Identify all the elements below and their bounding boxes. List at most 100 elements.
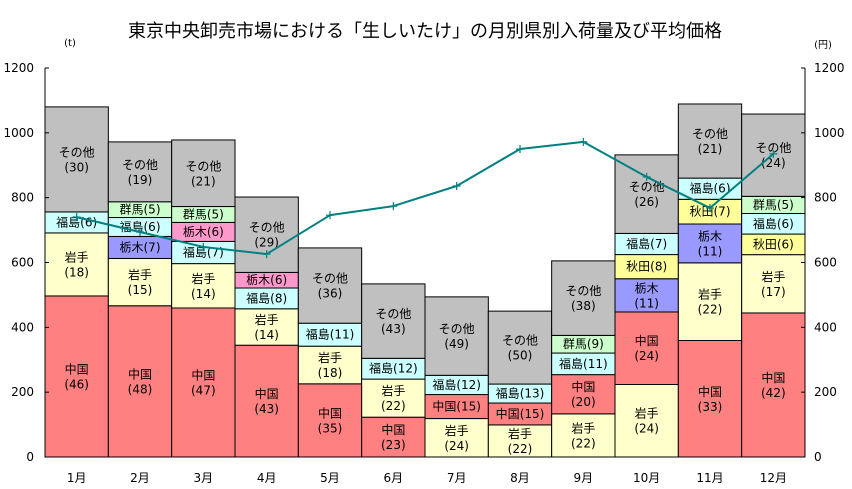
segment-label-name: 岩手 <box>191 271 215 286</box>
price-marker <box>262 250 271 259</box>
left-axis-unit: (t) <box>64 38 76 49</box>
segment-label-pct: (6) <box>207 225 224 239</box>
segment-label-pct: (21) <box>698 142 723 156</box>
segment-label-name: その他 <box>439 322 475 336</box>
segment-label: 中国(15) <box>432 399 481 414</box>
segment-label-name: 岩手 <box>318 350 342 365</box>
segment-label-pct: (14) <box>254 328 279 342</box>
segment-label-pct: (50) <box>508 349 533 363</box>
segment-label-name: 中国 <box>635 333 659 348</box>
segment-label-name: その他 <box>375 307 411 321</box>
segment-label-name: 福島 <box>432 377 456 392</box>
bar-segment <box>614 278 679 313</box>
right-y-tick-label: 600 <box>814 256 837 270</box>
segment-label-name: 岩手 <box>761 269 785 284</box>
segment-label-pct: (6) <box>714 182 731 196</box>
price-marker <box>452 181 461 190</box>
x-tick-label: 11月 <box>696 471 723 485</box>
segment-label-pct: (6) <box>270 273 287 287</box>
segment-label-name: その他 <box>755 141 791 155</box>
segment-label: 秋田(7) <box>689 205 730 219</box>
price-marker <box>769 149 778 158</box>
segment-label-name: その他 <box>692 127 728 141</box>
price-marker <box>642 172 651 181</box>
bar-segment <box>677 223 743 264</box>
right-y-tick-label: 800 <box>814 191 837 205</box>
segment-label-pct: (11) <box>583 357 608 371</box>
segment-label-name: 中国 <box>761 370 785 385</box>
segment-label-name: 栃木 <box>183 225 207 239</box>
price-marker <box>72 213 81 222</box>
segment-label: 福島(6) <box>119 219 160 234</box>
x-tick-label: 10月 <box>633 471 660 485</box>
segment-label-pct: (6) <box>777 217 794 231</box>
segment-label-pct: (12) <box>393 362 418 376</box>
segment-label-name: その他 <box>565 284 601 298</box>
segment-label: 福島(8) <box>246 290 287 305</box>
segment-label-pct: (6) <box>144 220 161 234</box>
x-tick-label: 3月 <box>194 471 214 485</box>
segment-label: 秋田(6) <box>753 237 794 251</box>
segment-label-pct: (46) <box>64 377 89 391</box>
chart-title: 東京中央卸売市場における「生しいたけ」の月別県別入荷量及び平均価格 <box>128 21 722 42</box>
segment-label-name: その他 <box>312 272 348 286</box>
segment-label-pct: (22) <box>508 442 533 456</box>
segment-label: 群馬(5) <box>753 198 794 212</box>
segment-label-name: 福島 <box>306 327 330 342</box>
segment-label-pct: (26) <box>634 195 659 209</box>
x-tick-label: 6月 <box>384 471 404 485</box>
bar-segment <box>297 383 363 458</box>
segment-label-pct: (11) <box>634 296 659 310</box>
segment-label: 群馬(5) <box>183 207 224 221</box>
left-y-tick-label: 400 <box>11 320 34 334</box>
segment-label-pct: (24) <box>444 439 469 453</box>
bar-segment <box>361 378 426 418</box>
segment-label-name: 岩手 <box>255 312 279 327</box>
segment-label-pct: (7) <box>144 240 161 254</box>
left-y-tick-label: 800 <box>11 191 34 205</box>
x-tick-label: 4月 <box>257 471 277 485</box>
segment-label-pct: (30) <box>64 160 89 174</box>
axes-group: 0 200 400 600 800 1000 1200 0 200 400 600 800 1000 12… <box>3 61 844 464</box>
segment-label: 栃木(7) <box>119 240 160 254</box>
segment-label-name: 福島 <box>183 245 207 260</box>
segment-label-pct: (12) <box>456 378 481 392</box>
right-y-tick-label: 200 <box>814 385 837 399</box>
segment-label-pct: (23) <box>381 438 406 452</box>
segment-label-pct: (43) <box>381 322 406 336</box>
segment-label-pct: (38) <box>571 299 596 313</box>
segment-label: 福島(6) <box>753 216 794 231</box>
segment-label-pct: (7) <box>714 205 731 219</box>
segment-label-name: 岩手 <box>128 267 152 282</box>
segment-label-name: 岩手 <box>508 426 532 441</box>
price-marker <box>389 202 398 211</box>
segment-label-pct: (24) <box>634 422 659 436</box>
segment-label: 栃木(6) <box>183 225 224 239</box>
segment-label-pct: (22) <box>381 399 406 413</box>
segment-label-pct: (35) <box>318 421 343 435</box>
segment-label: 福島(6) <box>689 181 730 196</box>
x-tick-label: 8月 <box>510 471 530 485</box>
price-line-group <box>72 137 778 259</box>
bar-segment <box>741 254 806 314</box>
segment-label-pct: (48) <box>128 382 153 396</box>
segment-label-pct: (14) <box>191 287 216 301</box>
segment-label-name: その他 <box>249 221 285 235</box>
x-tick-label: 12月 <box>760 471 787 485</box>
segment-label: 秋田(8) <box>626 260 667 274</box>
segment-label-name: 群馬 <box>119 203 143 217</box>
segment-label-name: 栃木 <box>246 273 270 287</box>
segment-label-name: その他 <box>185 159 221 173</box>
segment-label: 中国(15) <box>496 406 545 421</box>
segment-label-name: 群馬 <box>563 337 587 351</box>
segment-label-pct: (47) <box>191 383 216 397</box>
segment-label-pct: (29) <box>254 236 279 250</box>
segment-label-pct: (6) <box>777 237 794 251</box>
segment-label: 福島(13) <box>496 386 545 401</box>
price-marker <box>199 242 208 251</box>
segment-label-name: 中国 <box>496 406 520 421</box>
segment-label-name: 中国 <box>318 405 342 420</box>
bar-segment <box>614 383 679 458</box>
bar-segment <box>614 311 679 385</box>
